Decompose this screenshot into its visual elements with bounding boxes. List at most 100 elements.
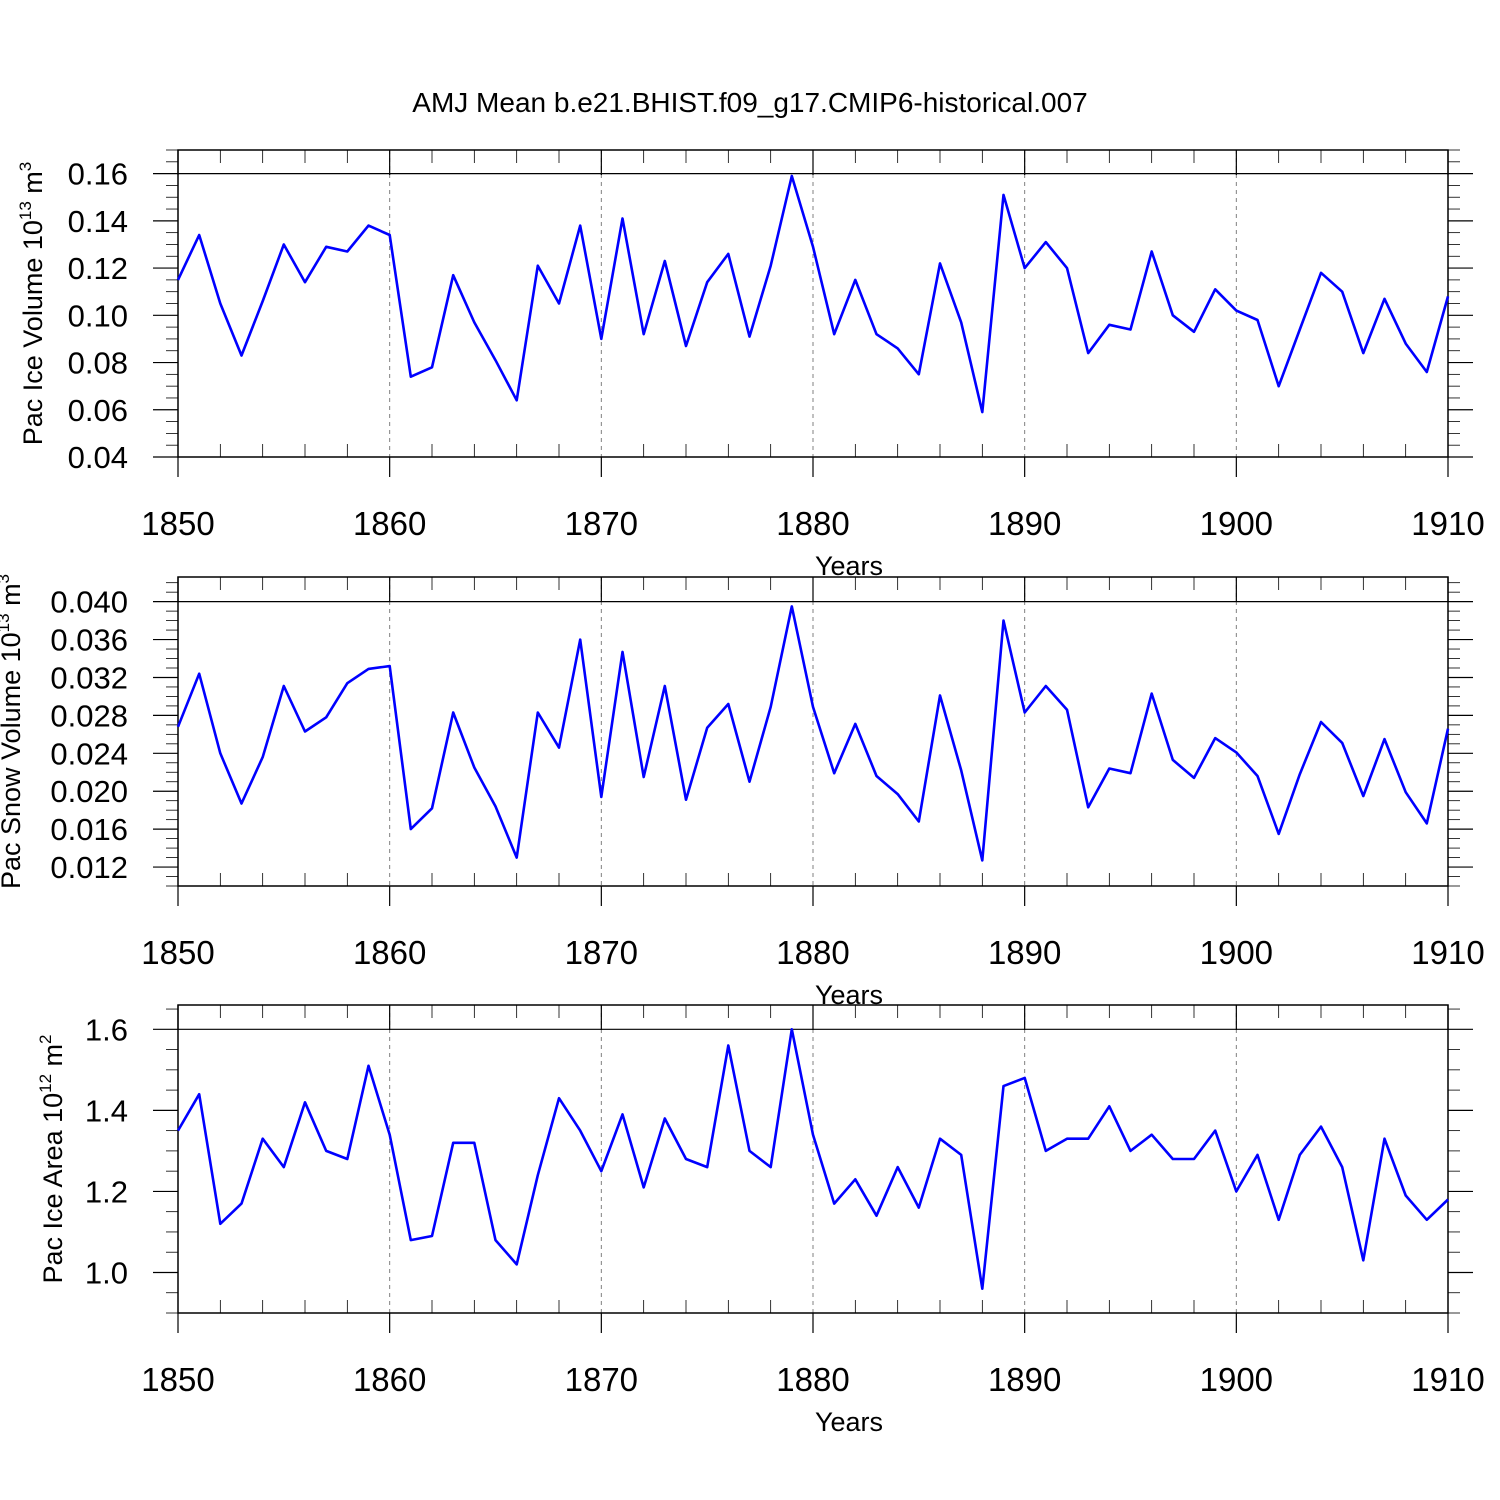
- p2-data-point: [240, 802, 243, 805]
- p3-data-point: [558, 1097, 561, 1100]
- p3-data-point: [1383, 1137, 1386, 1140]
- p3-data-point: [219, 1222, 222, 1225]
- p1-data-point: [1447, 295, 1450, 298]
- p2-data-point: [177, 725, 180, 728]
- p1-series-line: [176, 174, 1450, 414]
- p3-x-axis-label: Years: [815, 1407, 883, 1437]
- p2-data-point: [663, 685, 666, 688]
- p1-xtick-label: 1910: [1411, 505, 1484, 542]
- p3-data-point: [388, 1133, 391, 1136]
- p1-data-point: [473, 321, 476, 324]
- p1-data-point: [1150, 250, 1153, 253]
- p3-data-point: [727, 1044, 730, 1047]
- p1-data-point: [1129, 328, 1132, 331]
- p1-data-point: [875, 333, 878, 336]
- p2-ytick-label: 0.032: [50, 660, 128, 695]
- p2-data-point: [579, 638, 582, 641]
- p3-data-point: [177, 1129, 180, 1132]
- p2-data-point: [558, 746, 561, 749]
- p2-data-point: [917, 820, 920, 823]
- p1-ytick-label: 0.10: [68, 298, 128, 333]
- p1-xtick-label: 1870: [565, 505, 638, 542]
- p3-data-point: [642, 1186, 645, 1189]
- p3-data-point: [769, 1166, 772, 1169]
- p2-data-point: [939, 694, 942, 697]
- p1-data-point: [177, 278, 180, 281]
- p2-data-point: [1425, 822, 1428, 825]
- p3-data-point: [663, 1117, 666, 1120]
- p3-data-point: [960, 1154, 963, 1157]
- p3-data-point: [1044, 1149, 1047, 1152]
- p1-data-point: [790, 175, 793, 178]
- p1-data-point: [663, 260, 666, 263]
- p2-xtick-label: 1860: [353, 934, 426, 971]
- p3-data-point: [1193, 1158, 1196, 1161]
- p2-data-point: [981, 859, 984, 862]
- p2-data-point: [1193, 777, 1196, 780]
- p1-xtick-label: 1890: [988, 505, 1061, 542]
- p2-data-point: [1447, 727, 1450, 730]
- p2-ytick-label: 0.028: [50, 698, 128, 733]
- p2-ytick-label: 0.012: [50, 850, 128, 885]
- p2-data-point: [1171, 759, 1174, 762]
- p3-data-point: [854, 1178, 857, 1181]
- p1-data-point: [960, 321, 963, 324]
- p1-data-point: [642, 333, 645, 336]
- p3-data-point: [896, 1166, 899, 1169]
- p3-data-point: [812, 1133, 815, 1136]
- p2-data-point: [388, 665, 391, 668]
- p3-data-point: [1235, 1190, 1238, 1193]
- p2-data-point: [282, 685, 285, 688]
- p1-data-point: [409, 375, 412, 378]
- panel-2: 0.0120.0160.0200.0240.0280.0320.0360.040…: [0, 574, 1485, 1010]
- p1-xtick-label: 1900: [1200, 505, 1273, 542]
- p2-data-point: [1362, 795, 1365, 798]
- p1-data-point: [579, 224, 582, 227]
- p1-data-point: [558, 302, 561, 305]
- p1-xtick-label: 1880: [776, 505, 849, 542]
- p1-data-point: [1171, 314, 1174, 317]
- p1-data-point: [1087, 352, 1090, 355]
- p1-data-point: [917, 373, 920, 376]
- p3-data-point: [1320, 1125, 1323, 1128]
- p3-data-point: [325, 1149, 328, 1152]
- p3-ytick-label: 1.4: [85, 1093, 128, 1128]
- p3-xtick-label: 1880: [776, 1361, 849, 1398]
- p2-data-point: [452, 711, 455, 714]
- p3-data-point: [1150, 1133, 1153, 1136]
- p3-data-point: [981, 1287, 984, 1290]
- p2-data-point: [833, 772, 836, 775]
- p3-data-point: [748, 1149, 751, 1152]
- p1-data-point: [367, 224, 370, 227]
- p3-ytick-label: 1.2: [85, 1174, 128, 1209]
- p2-data-point: [960, 769, 963, 772]
- p2-data-point: [1320, 721, 1323, 724]
- p1-data-point: [240, 354, 243, 357]
- p3-data-point: [600, 1170, 603, 1173]
- p1-data-point: [304, 281, 307, 284]
- p1-data-point: [515, 399, 518, 402]
- p1-data-point: [854, 278, 857, 281]
- p2-data-point: [685, 798, 688, 801]
- p3-series-line: [176, 1028, 1449, 1290]
- p2-data-point: [1150, 692, 1153, 695]
- p3-data-point: [1447, 1198, 1450, 1201]
- p2-data-point: [515, 856, 518, 859]
- p2-xtick-label: 1910: [1411, 934, 1484, 971]
- p1-data-point: [1425, 371, 1428, 374]
- p1-data-point: [685, 345, 688, 348]
- p3-data-point: [1171, 1158, 1174, 1161]
- p3-data-point: [579, 1129, 582, 1132]
- p2-ytick-label: 0.024: [50, 736, 128, 771]
- p2-data-point: [854, 723, 857, 726]
- p3-data-point: [494, 1239, 497, 1242]
- p2-xtick-label: 1870: [565, 934, 638, 971]
- p3-data-point: [1002, 1085, 1005, 1088]
- p2-xtick-label: 1900: [1200, 934, 1273, 971]
- p3-data-point: [1214, 1129, 1217, 1132]
- p1-data-point: [896, 347, 899, 350]
- p1-data-point: [1066, 267, 1069, 270]
- p1-ytick-label: 0.06: [68, 393, 128, 428]
- p3-data-point: [621, 1113, 624, 1116]
